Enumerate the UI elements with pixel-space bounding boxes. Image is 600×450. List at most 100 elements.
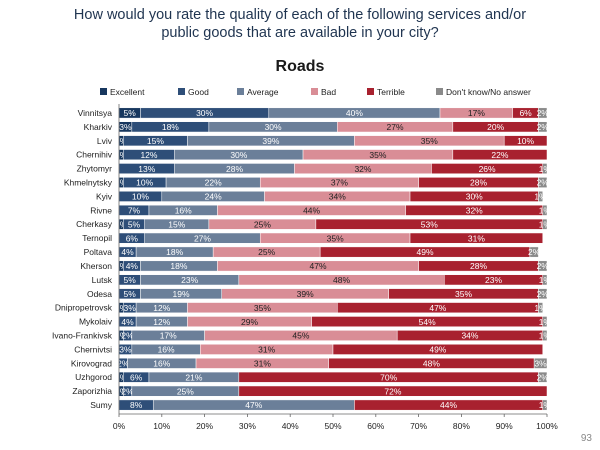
x-tick-label: 80% <box>453 421 470 431</box>
data-label: 5% <box>124 108 137 118</box>
x-tick-label: 40% <box>282 421 299 431</box>
data-label: 35% <box>254 303 271 313</box>
data-label: 12% <box>153 317 170 327</box>
bar-segment-don-t-know-no-answer <box>542 274 548 286</box>
category-label: Ivano-Frankivsk <box>52 331 113 341</box>
data-label: 2% <box>537 372 550 382</box>
legend-swatch-average <box>237 88 244 95</box>
data-label: 30% <box>466 192 483 202</box>
data-label: 1% <box>534 303 547 313</box>
data-label: 27% <box>194 233 211 243</box>
data-label: 16% <box>158 345 175 355</box>
category-label: Lutsk <box>92 275 113 285</box>
data-label: 1% <box>534 192 547 202</box>
data-label: 15% <box>168 219 185 229</box>
data-label: 40% <box>346 108 363 118</box>
data-label: 10% <box>136 178 153 188</box>
bar-segment-don-t-know-no-answer <box>542 399 548 411</box>
data-label: 1% <box>539 206 552 216</box>
data-label: 2% <box>121 386 134 396</box>
category-label: Ternopil <box>82 233 112 243</box>
data-label: 2% <box>537 178 550 188</box>
data-label: 5% <box>124 275 137 285</box>
data-label: 12% <box>153 303 170 313</box>
data-label: 22% <box>205 178 222 188</box>
data-label: 34% <box>329 192 346 202</box>
x-tick-label: 50% <box>324 421 341 431</box>
data-label: 1% <box>115 303 128 313</box>
legend-label-terrible: Terrible <box>377 87 405 97</box>
bar-segment-don-t-know-no-answer <box>529 246 539 258</box>
data-label: 25% <box>177 386 194 396</box>
x-tick-label: 90% <box>496 421 513 431</box>
chart-subtitle: Roads <box>275 58 325 75</box>
legend-label-good: Good <box>188 87 209 97</box>
category-label: Uzhgorod <box>75 372 112 382</box>
category-label: Zaporizhia <box>72 386 112 396</box>
data-label: 6% <box>126 233 139 243</box>
data-label: 31% <box>254 359 271 369</box>
x-tick-label: 100% <box>536 421 558 431</box>
data-label: 13% <box>138 164 155 174</box>
bar-segment-terrible <box>332 344 543 355</box>
category-label: Kherson <box>80 261 112 271</box>
data-label: 23% <box>181 275 198 285</box>
data-label: 1% <box>115 261 128 271</box>
data-label: 31% <box>258 345 275 355</box>
data-label: 25% <box>258 247 275 257</box>
category-label: Khmelnytsky <box>64 178 113 188</box>
legend-swatch-don-t-know-no-answer <box>436 88 443 95</box>
data-label: 2% <box>117 359 130 369</box>
bar-segment-don-t-know-no-answer <box>538 121 548 133</box>
category-label: Vinnitsya <box>78 108 113 118</box>
bar-segment-terrible <box>452 149 548 161</box>
data-label: 3% <box>534 359 547 369</box>
legend-swatch-good <box>178 88 185 95</box>
data-label: 18% <box>162 122 179 132</box>
x-tick-label: 30% <box>239 421 256 431</box>
chart-title-question: How would you rate the quality of each o… <box>0 6 600 42</box>
data-label: 45% <box>292 331 309 341</box>
data-label: 47% <box>429 303 446 313</box>
data-label: 25% <box>254 219 271 229</box>
legend-label-bad: Bad <box>321 87 336 97</box>
data-label: 1% <box>115 178 128 188</box>
category-label: Zhytomyr <box>77 164 113 174</box>
data-label: 1% <box>539 331 552 341</box>
category-label: Odesa <box>87 289 112 299</box>
data-label: 35% <box>327 233 344 243</box>
data-label: 6% <box>130 372 143 382</box>
legend-swatch-terrible <box>367 88 374 95</box>
bar-segment-terrible <box>409 232 543 244</box>
data-label: 26% <box>479 164 496 174</box>
data-label: 3% <box>119 122 132 132</box>
data-label: 32% <box>354 164 371 174</box>
category-label: Kirovograd <box>71 358 112 368</box>
bar-segment-terrible <box>238 385 548 397</box>
x-tick-label: 60% <box>367 421 384 431</box>
legend-swatch-bad <box>311 88 318 95</box>
data-label: 5% <box>128 219 141 229</box>
data-label: 22% <box>491 150 508 160</box>
data-label: 44% <box>303 206 320 216</box>
category-label: Cherkasy <box>76 219 113 229</box>
category-label: Rivne <box>90 205 112 215</box>
bar-segment-terrible <box>503 135 548 147</box>
data-label: 23% <box>485 275 502 285</box>
legend-swatch-excellent <box>100 88 107 95</box>
data-label: 2% <box>537 289 550 299</box>
category-label: Sumy <box>90 400 112 410</box>
legend-label-don-t-know-no-answer: Don't know/No answer <box>446 87 531 97</box>
bar-segment-don-t-know-no-answer <box>542 218 548 230</box>
data-label: 32% <box>466 206 483 216</box>
category-label: Kharkiv <box>84 122 113 132</box>
category-label: Poltava <box>84 247 113 257</box>
bar-segment-don-t-know-no-answer <box>542 204 548 216</box>
data-label: 10% <box>132 192 149 202</box>
data-label: 10% <box>517 136 534 146</box>
data-label: 28% <box>470 178 487 188</box>
data-label: 49% <box>429 345 446 355</box>
data-label: 8% <box>130 400 143 410</box>
data-label: 3% <box>124 303 137 313</box>
